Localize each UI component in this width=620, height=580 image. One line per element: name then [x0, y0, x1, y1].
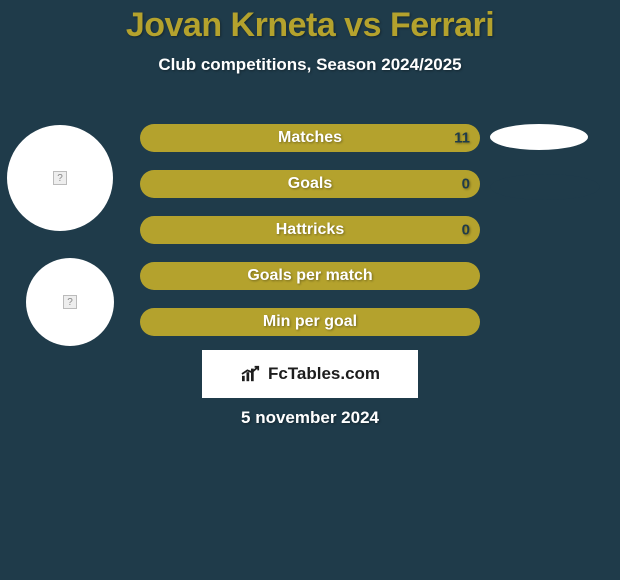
stat-bar: Hattricks 0	[140, 216, 480, 244]
player-avatar-2: ?	[26, 258, 114, 346]
side-ellipse	[490, 174, 600, 200]
stat-bar: Goals per match	[140, 262, 480, 290]
side-ellipse	[490, 124, 588, 150]
page-title: Jovan Krneta vs Ferrari	[0, 0, 620, 45]
player-avatar-1: ?	[7, 125, 113, 231]
comparison-card: Jovan Krneta vs Ferrari Club competition…	[0, 0, 620, 580]
page-subtitle: Club competitions, Season 2024/2025	[0, 55, 620, 75]
broken-image-icon: ?	[53, 171, 67, 185]
stat-bars: Matches 11 Goals 0 Hattricks 0 Goals per match…	[140, 124, 480, 354]
stat-bar-label: Goals per match	[247, 267, 372, 285]
stat-bar-label: Goals	[288, 175, 332, 193]
stat-bar-value: 0	[462, 176, 470, 193]
stat-bar-label: Matches	[278, 129, 342, 147]
stat-bar: Min per goal	[140, 308, 480, 336]
branding-text: FcTables.com	[268, 364, 380, 384]
stat-bar-label: Hattricks	[276, 221, 344, 239]
broken-image-icon: ?	[63, 295, 77, 309]
stat-bar-label: Min per goal	[263, 313, 357, 331]
chart-icon	[240, 365, 262, 383]
stat-bar: Goals 0	[140, 170, 480, 198]
footer-date: 5 november 2024	[0, 408, 620, 428]
stat-bar-value: 0	[462, 222, 470, 239]
stat-bar-value: 11	[454, 130, 470, 147]
stat-bar: Matches 11	[140, 124, 480, 152]
branding-badge: FcTables.com	[202, 350, 418, 398]
